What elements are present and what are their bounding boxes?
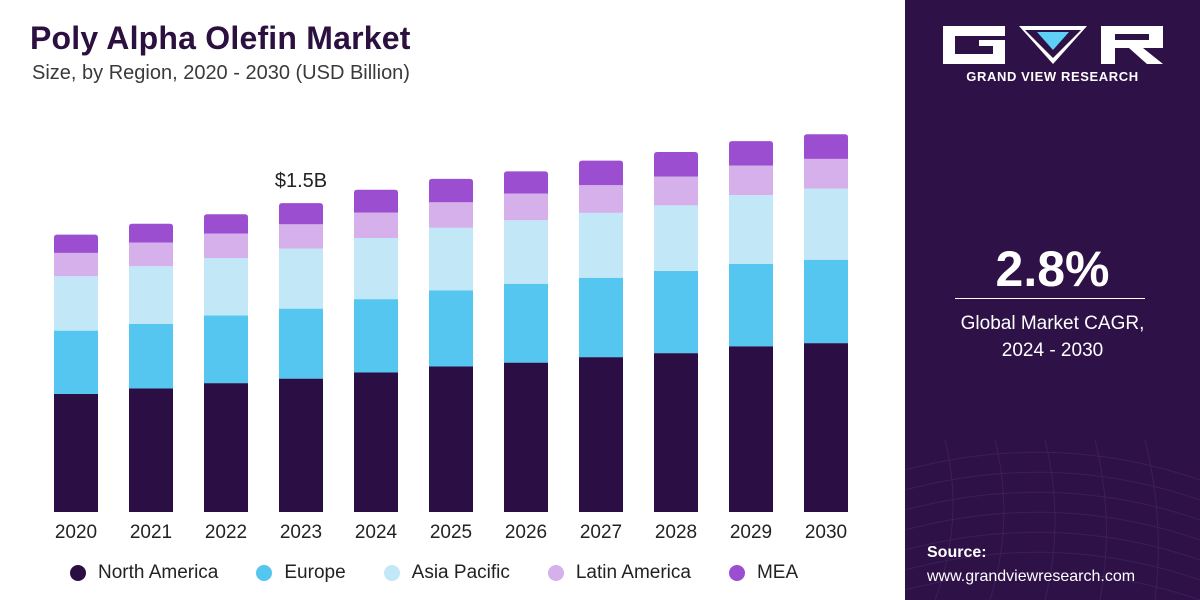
x-tick-label-2020: 2020 — [55, 522, 97, 543]
bar-segment-latin-america-2029 — [729, 165, 773, 196]
bar-segment-europe-2027 — [579, 277, 623, 358]
bar-segment-mea-2024 — [354, 189, 398, 213]
bar-segment-north-america-2020 — [54, 394, 98, 512]
bar-segment-latin-america-2023 — [279, 224, 323, 249]
source-label: Source: — [927, 544, 987, 561]
bar-segment-latin-america-2027 — [579, 185, 623, 213]
bar-segment-north-america-2026 — [504, 362, 548, 512]
bar-segment-latin-america-2020 — [54, 252, 98, 277]
x-tick-label-2029: 2029 — [730, 522, 772, 543]
bar-segment-asia-pacific-2023 — [279, 248, 323, 309]
legend-label-asia-pacific: Asia Pacific — [411, 562, 510, 583]
x-tick-label-2022: 2022 — [205, 522, 247, 543]
legend-swatch-latin-america — [547, 565, 564, 581]
bar-segment-north-america-2029 — [729, 346, 773, 512]
bar-segment-north-america-2024 — [354, 372, 398, 512]
bar-segment-asia-pacific-2029 — [729, 195, 773, 264]
x-tick-label-2021: 2021 — [130, 522, 172, 543]
brand-name: GRAND VIEW RESEARCH — [966, 69, 1139, 84]
bar-segment-asia-pacific-2020 — [54, 276, 98, 331]
bar-segment-north-america-2025 — [429, 366, 473, 512]
bar-segment-europe-2026 — [504, 283, 548, 363]
bar-segment-north-america-2023 — [279, 378, 323, 512]
bar-segment-north-america-2027 — [579, 357, 623, 512]
bar-segment-asia-pacific-2028 — [654, 205, 698, 271]
bar-segment-north-america-2021 — [129, 388, 173, 512]
gvr-logo — [943, 26, 1163, 64]
legend-label-europe: Europe — [284, 562, 346, 583]
bar-segment-asia-pacific-2021 — [129, 266, 173, 324]
chart-legend: North America Europe Asia Pacific Latin … — [70, 562, 836, 584]
legend-item-europe: Europe — [256, 562, 346, 584]
bar-segment-europe-2030 — [804, 259, 848, 344]
bar-segment-latin-america-2021 — [129, 242, 173, 267]
bar-segment-mea-2021 — [129, 223, 173, 243]
bar-segment-mea-2020 — [54, 234, 98, 253]
source-url[interactable]: www.grandviewresearch.com — [927, 568, 1136, 585]
bar-segment-latin-america-2025 — [429, 202, 473, 228]
bar-segment-latin-america-2022 — [204, 233, 248, 258]
cagr-label-line1: Global Market CAGR, — [960, 313, 1145, 334]
bar-segment-europe-2024 — [354, 299, 398, 373]
bar-segment-mea-2027 — [579, 160, 623, 186]
bar-segment-asia-pacific-2024 — [354, 238, 398, 300]
bar-segment-mea-2029 — [729, 141, 773, 166]
bar-segment-asia-pacific-2030 — [804, 188, 848, 260]
bar-segment-europe-2028 — [654, 270, 698, 354]
bar-segment-latin-america-2030 — [804, 158, 848, 189]
x-tick-label-2025: 2025 — [430, 522, 472, 543]
bar-segment-asia-pacific-2026 — [504, 220, 548, 284]
legend-item-north-america: North America — [70, 562, 218, 584]
bar-segment-europe-2025 — [429, 290, 473, 367]
bar-segment-europe-2020 — [54, 330, 98, 394]
legend-swatch-north-america — [70, 565, 86, 581]
bar-segment-mea-2026 — [504, 171, 548, 194]
bar-segment-mea-2022 — [204, 214, 248, 234]
cagr-label-line2: 2024 - 2030 — [1001, 340, 1104, 361]
bar-segment-north-america-2028 — [654, 353, 698, 512]
value-annotation-2023: $1.5B — [275, 170, 327, 192]
bar-segment-latin-america-2028 — [654, 176, 698, 206]
legend-label-mea: MEA — [756, 562, 799, 583]
cagr-label: Global Market CAGR, 2024 - 2030 — [905, 310, 1200, 364]
bar-segment-europe-2023 — [279, 308, 323, 379]
x-tick-label-2028: 2028 — [655, 522, 697, 543]
bar-segment-europe-2021 — [129, 324, 173, 389]
side-panel: GRAND VIEW RESEARCH 2.8% Global Market C… — [905, 0, 1200, 600]
cagr-divider — [955, 298, 1145, 299]
legend-label-north-america: North America — [98, 562, 219, 583]
x-tick-label-2027: 2027 — [580, 522, 622, 543]
x-tick-label-2026: 2026 — [505, 522, 547, 543]
bar-segment-asia-pacific-2025 — [429, 227, 473, 291]
legend-swatch-mea — [728, 565, 745, 581]
legend-item-asia-pacific: Asia Pacific — [383, 562, 510, 584]
x-tick-label-2023: 2023 — [280, 522, 322, 543]
bar-segment-latin-america-2024 — [354, 212, 398, 238]
bar-segment-asia-pacific-2027 — [579, 212, 623, 278]
legend-swatch-asia-pacific — [383, 565, 400, 581]
legend-label-latin-america: Latin America — [575, 562, 691, 583]
bar-segment-north-america-2022 — [204, 383, 248, 512]
x-tick-label-2030: 2030 — [805, 522, 847, 543]
cagr-value: 2.8% — [995, 241, 1110, 297]
bar-segment-europe-2022 — [204, 315, 248, 384]
stacked-bar-chart: 2020 2021 2022 2023 $1.5B 2024 2025 2026 2027 202… — [54, 134, 848, 543]
chart-section: Poly Alpha Olefin Market Size, by Region… — [30, 20, 848, 584]
chart-title: Poly Alpha Olefin Market — [30, 20, 411, 56]
bar-segment-asia-pacific-2022 — [204, 258, 248, 316]
bar-segment-north-america-2030 — [804, 343, 848, 512]
bar-segment-mea-2025 — [429, 178, 473, 203]
legend-item-latin-america: Latin America — [547, 562, 691, 584]
legend-swatch-europe — [256, 565, 273, 581]
x-tick-label-2024: 2024 — [355, 522, 398, 543]
panel-background-grid — [905, 439, 1200, 600]
bar-segment-mea-2028 — [654, 152, 698, 177]
chart-subtitle: Size, by Region, 2020 - 2030 (USD Billio… — [32, 62, 410, 84]
bar-segment-mea-2030 — [804, 134, 848, 159]
bar-segment-mea-2023 — [279, 203, 323, 225]
legend-item-mea: MEA — [728, 562, 799, 584]
bar-segment-europe-2029 — [729, 264, 773, 347]
bar-segment-latin-america-2026 — [504, 193, 548, 221]
